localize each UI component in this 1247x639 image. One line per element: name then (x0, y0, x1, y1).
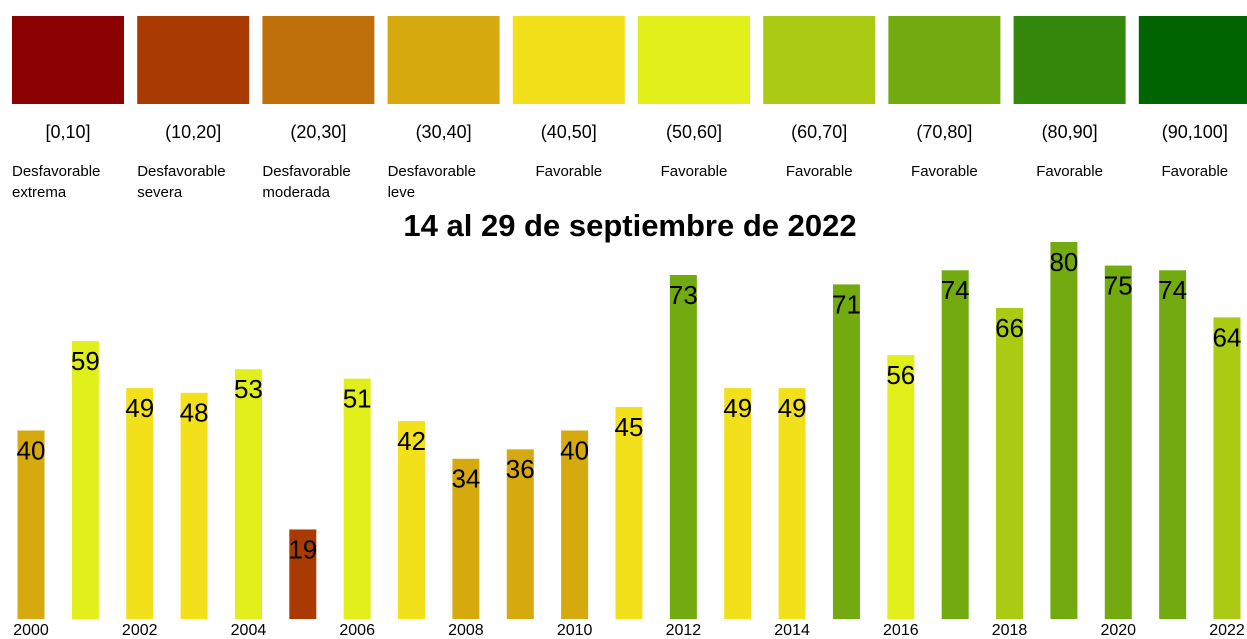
bar (887, 355, 915, 619)
bar (1104, 265, 1132, 619)
x-tick-label: 2020 (1100, 622, 1136, 639)
legend-label: Favorable (661, 163, 728, 180)
x-tick-label: 2004 (231, 622, 267, 639)
legend-label: Desfavorable severa (137, 163, 225, 201)
x-tick-label: 2010 (557, 622, 593, 639)
legend-range: (50,60] (666, 122, 722, 142)
bar (71, 340, 99, 619)
x-tick-label: 2018 (992, 622, 1028, 639)
bar (506, 449, 534, 619)
x-tick-label: 2022 (1209, 622, 1245, 639)
legend-range: [0,10] (45, 122, 90, 142)
value-label: 49 (125, 393, 154, 423)
chart-title: 14 al 29 de septiembre de 2022 (403, 208, 856, 243)
legend-swatch (12, 16, 124, 104)
legend-label: Desfavorable extrema (12, 163, 100, 201)
legend-label: Desfavorable leve (388, 163, 476, 201)
value-label: 45 (615, 412, 644, 442)
bar (1213, 317, 1241, 619)
legend-range: (40,50] (541, 122, 597, 142)
value-label: 74 (1158, 275, 1187, 305)
legend-range: (10,20] (165, 122, 221, 142)
legend-range: (90,100] (1162, 122, 1228, 142)
value-label: 64 (1213, 322, 1242, 352)
legend-swatch (638, 16, 750, 104)
bar (289, 529, 317, 619)
legend-swatch (387, 16, 500, 104)
x-tick-label: 2016 (883, 622, 919, 639)
bar (561, 430, 589, 619)
x-tick-label: 2002 (122, 622, 158, 639)
value-label: 71 (832, 289, 861, 319)
value-label: 19 (288, 534, 317, 564)
value-label: 34 (451, 464, 480, 494)
value-label: 48 (180, 398, 209, 428)
legend-label: Favorable (786, 163, 853, 180)
value-label: 59 (71, 346, 100, 376)
x-tick-label: 2014 (774, 622, 810, 639)
legend-swatch (1013, 16, 1126, 104)
x-tick-label: 2006 (339, 622, 375, 639)
bar (778, 388, 806, 619)
legend-range: (80,90] (1042, 122, 1098, 142)
x-tick-label: 2012 (666, 622, 702, 639)
value-label: 56 (886, 360, 915, 390)
bar (941, 270, 969, 619)
legend-label: Desfavorable moderada (262, 163, 350, 201)
value-label: 73 (669, 280, 698, 310)
bar (724, 388, 752, 619)
bar (180, 392, 208, 619)
legend-swatch (1138, 16, 1247, 104)
legend-swatch (262, 16, 375, 104)
legend-label: Favorable (911, 163, 978, 180)
value-label: 53 (234, 374, 263, 404)
value-label: 49 (778, 393, 807, 423)
bar (832, 284, 860, 619)
legend-swatch (888, 16, 1001, 104)
bar (1050, 242, 1078, 619)
bar (343, 378, 371, 619)
bar (126, 388, 154, 619)
legend-swatch (137, 16, 250, 104)
value-label: 49 (723, 393, 752, 423)
legend-swatch (512, 16, 625, 104)
bar (17, 430, 45, 619)
bar (669, 274, 697, 619)
value-label: 80 (1049, 247, 1078, 277)
legend-range: (60,70] (791, 122, 847, 142)
x-tick-label: 2008 (448, 622, 484, 639)
value-label: 75 (1104, 270, 1133, 300)
value-label: 40 (560, 435, 589, 465)
value-label: 40 (17, 435, 46, 465)
legend-range: (20,30] (290, 122, 346, 142)
bar (615, 406, 643, 619)
value-label: 51 (343, 384, 372, 414)
legend-label: Favorable (1036, 163, 1103, 180)
legend-range: (30,40] (416, 122, 472, 142)
bar (398, 421, 426, 619)
bar (452, 458, 480, 619)
bar (996, 307, 1024, 619)
value-label: 66 (995, 313, 1024, 343)
value-label: 36 (506, 454, 535, 484)
legend-label: Favorable (535, 163, 602, 180)
bar (234, 369, 262, 619)
value-label: 42 (397, 426, 426, 456)
legend-range: (70,80] (916, 122, 972, 142)
bar (1159, 270, 1187, 619)
legend-label: Favorable (1161, 163, 1228, 180)
value-label: 74 (941, 275, 970, 305)
x-tick-label: 2000 (13, 622, 49, 639)
legend-swatch (763, 16, 876, 104)
